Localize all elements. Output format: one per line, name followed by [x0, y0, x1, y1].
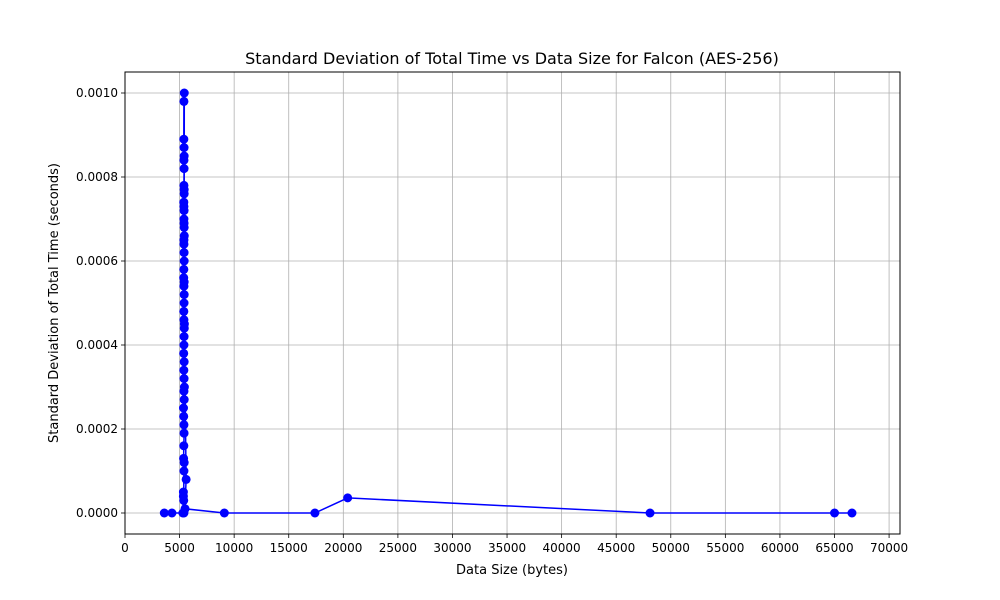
data-point — [830, 508, 840, 518]
x-tick-label: 65000 — [815, 541, 853, 555]
grid — [124, 72, 900, 534]
data-point — [179, 365, 189, 375]
x-tick-label: 50000 — [652, 541, 690, 555]
data-point — [179, 143, 189, 153]
data-point — [167, 508, 177, 518]
data-point — [179, 201, 189, 211]
data-point — [179, 332, 189, 342]
y-tick-label: 0.0004 — [76, 338, 118, 352]
data-point — [179, 235, 189, 245]
data-point — [179, 420, 189, 430]
x-tick-label: 70000 — [870, 541, 908, 555]
data-point — [179, 264, 189, 274]
data-point — [179, 319, 189, 329]
x-tick-label: 25000 — [379, 541, 417, 555]
y-tick-label: 0.0010 — [76, 86, 118, 100]
data-point — [179, 374, 189, 384]
data-point — [179, 395, 189, 405]
y-axis-label: Standard Deviation of Total Time (second… — [47, 163, 62, 443]
data-point — [181, 474, 191, 484]
x-tick-label: 55000 — [706, 541, 744, 555]
data-point — [179, 348, 189, 358]
x-tick-label: 15000 — [270, 541, 308, 555]
data-point — [179, 185, 189, 195]
data-point — [179, 277, 189, 287]
data-point — [310, 508, 320, 518]
data-point — [179, 151, 189, 161]
y-tick-label: 0.0006 — [76, 254, 118, 268]
x-tick-label: 10000 — [215, 541, 253, 555]
data-point — [179, 96, 189, 106]
data-point — [179, 357, 189, 367]
data-point — [179, 340, 189, 350]
y-tick-label: 0.0002 — [76, 422, 118, 436]
data-point — [180, 504, 190, 514]
x-tick-label: 30000 — [433, 541, 471, 555]
x-tick-label: 5000 — [164, 541, 195, 555]
data-point — [179, 495, 189, 505]
y-tick-label: 0.0008 — [76, 170, 118, 184]
data-point — [179, 218, 189, 228]
x-axis-label: Data Size (bytes) — [456, 563, 568, 578]
x-tick-label: 45000 — [597, 541, 635, 555]
x-tick-label: 40000 — [543, 541, 581, 555]
data-point — [179, 453, 189, 463]
data-point — [847, 508, 857, 518]
y-tick-label: 0.0000 — [76, 506, 118, 520]
series-layer — [159, 88, 857, 518]
data-point — [179, 88, 189, 98]
data-point — [645, 508, 655, 518]
data-point — [179, 164, 189, 174]
data-point — [343, 493, 353, 503]
data-point — [179, 290, 189, 300]
x-tick-label: 0 — [121, 541, 129, 555]
data-point — [179, 466, 189, 476]
data-point — [159, 508, 169, 518]
data-point — [179, 411, 189, 421]
ticks: 0 5000 10000 15000 20000 25000 30000 35000 40000… — [76, 86, 908, 555]
x-tick-label: 60000 — [761, 541, 799, 555]
data-point — [179, 441, 189, 451]
x-tick-label: 35000 — [488, 541, 526, 555]
data-point — [179, 306, 189, 316]
x-tick-label: 20000 — [324, 541, 362, 555]
data-point — [179, 256, 189, 266]
data-point — [179, 248, 189, 258]
plot-frame — [124, 71, 901, 535]
chart-title: Standard Deviation of Total Time vs Data… — [245, 49, 779, 68]
data-point — [179, 134, 189, 144]
data-point — [179, 382, 189, 392]
data-point — [179, 428, 189, 438]
data-point — [179, 298, 189, 308]
data-point — [219, 508, 229, 518]
data-point — [179, 403, 189, 413]
